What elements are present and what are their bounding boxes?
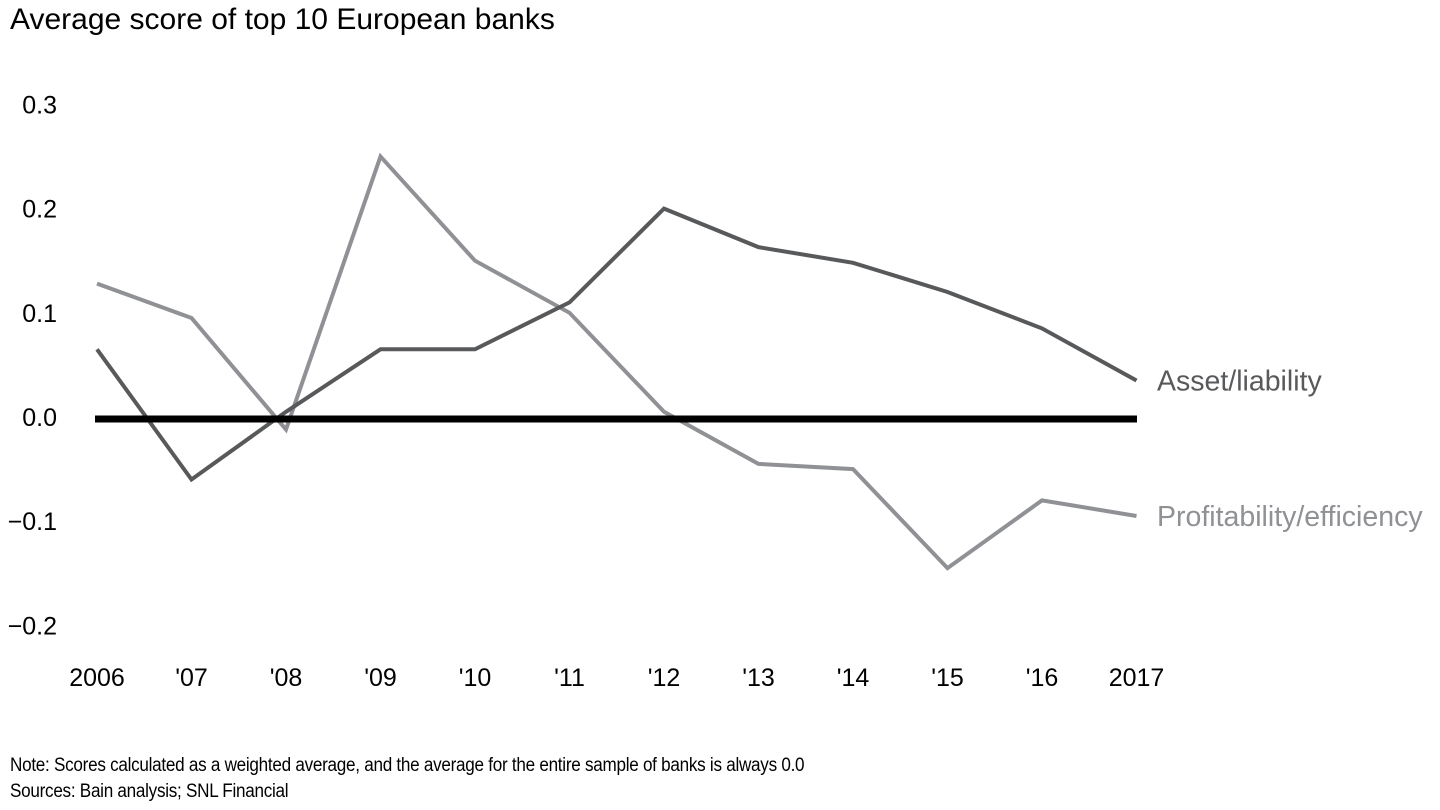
x-tick-label: '14 [837,664,870,692]
y-tick-label: 0.2 [22,196,57,224]
profitability-efficiency-label: Profitability/efficiency [1157,501,1423,533]
asset-liability-line [95,206,1138,483]
y-tick-label: −0.2 [8,612,57,640]
x-tick-label: '15 [931,664,964,692]
x-tick-label: '13 [742,664,775,692]
y-tick-label: −0.1 [8,508,57,536]
x-tick-label: '16 [1026,664,1059,692]
x-tick-label: '10 [459,664,492,692]
y-tick-label: 0.0 [22,404,57,432]
note-text: Note: Scores calculated as a weighted av… [10,755,805,776]
x-tick-label: '08 [270,664,303,692]
sources-text: Sources: Bain analysis; SNL Financial [10,781,289,802]
y-tick-label: 0.3 [22,91,57,119]
line-chart: 0.3 0.2 0.1 0.0 −0.1 −0.2 2006 '07 '08 '09 '10 '11 '… [8,91,1424,692]
chart-footer: Note: Scores calculated as a weighted av… [10,753,805,805]
x-tick-label: '11 [554,664,585,692]
chart-title: Average score of top 10 European banks [10,3,555,36]
x-tick-label: '09 [364,664,397,692]
y-tick-label: 0.1 [22,300,57,328]
x-tick-label: '12 [648,664,681,692]
asset-liability-label: Asset/liability [1157,366,1322,398]
x-tick-label: 2017 [1109,664,1165,692]
x-tick-label: '07 [175,664,208,692]
profitability-efficiency-line [96,152,1137,571]
x-tick-label: 2006 [69,664,125,692]
